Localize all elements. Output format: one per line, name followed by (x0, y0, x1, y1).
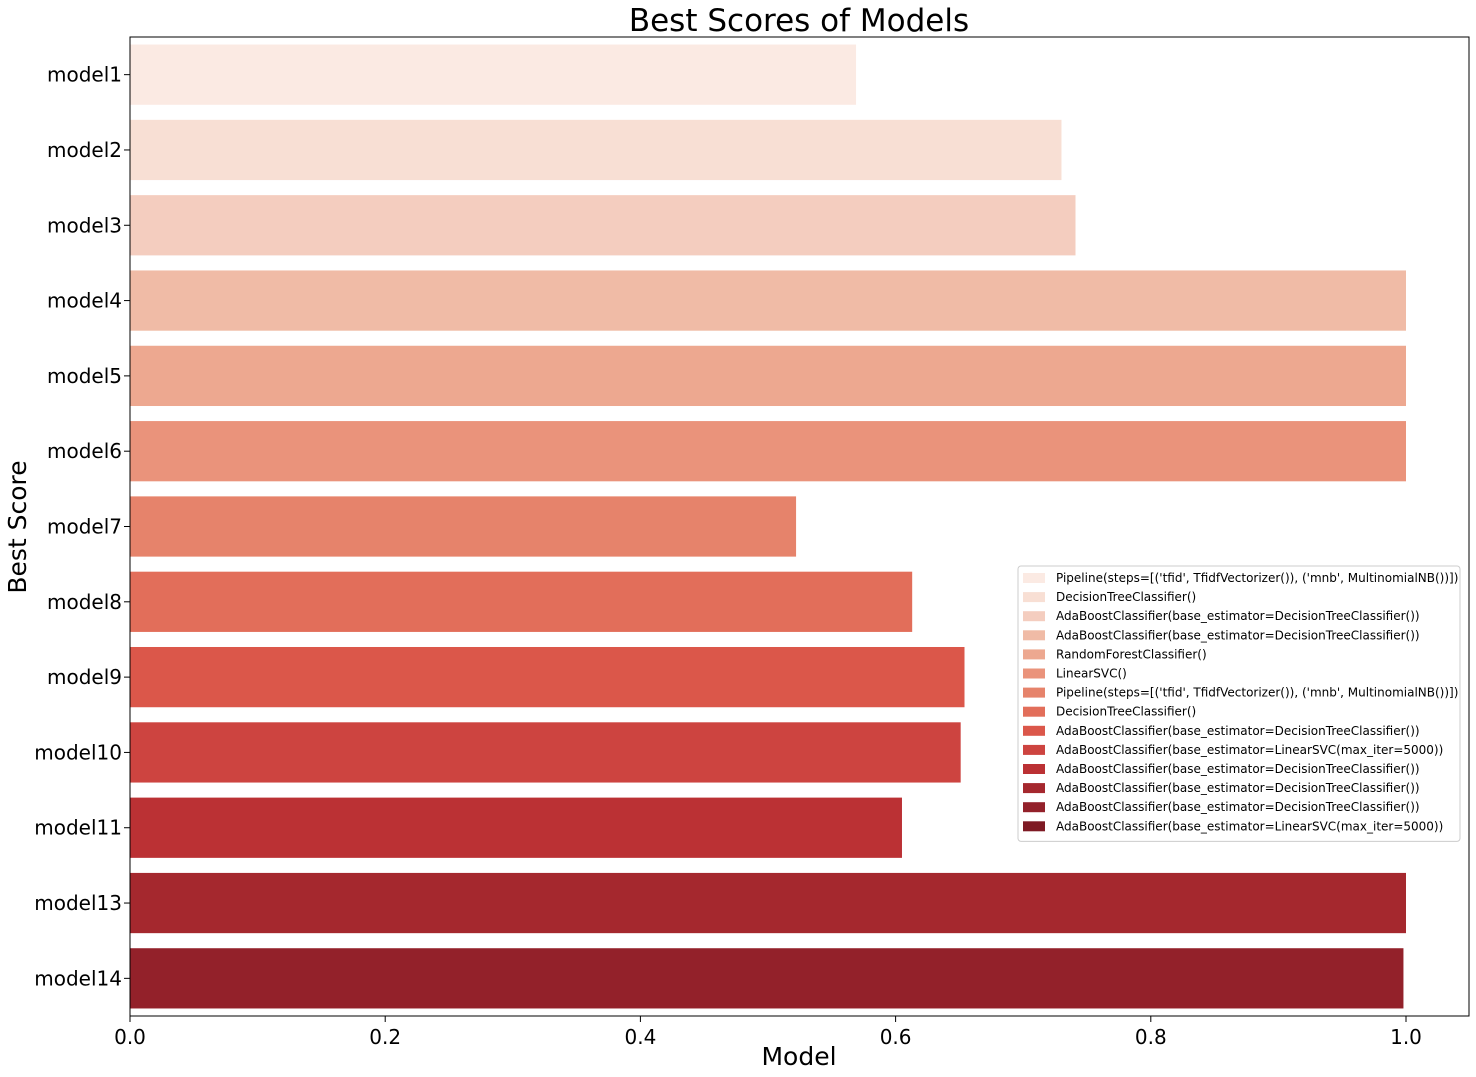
legend-label: AdaBoostClassifier(base_estimator=Decisi… (1056, 609, 1420, 623)
legend-swatch (1023, 630, 1045, 640)
legend-swatch (1023, 573, 1045, 583)
legend-swatch (1023, 764, 1045, 774)
legend-label: AdaBoostClassifier(base_estimator=Decisi… (1056, 781, 1420, 795)
legend-label: LinearSVC() (1056, 667, 1127, 681)
y-tick-label: model8 (47, 590, 122, 614)
bar-model7 (130, 496, 796, 556)
y-tick-label: model5 (47, 364, 122, 388)
legend-swatch (1023, 611, 1045, 621)
legend-label: DecisionTreeClassifier() (1056, 590, 1196, 604)
legend-swatch (1023, 649, 1045, 659)
legend-label: AdaBoostClassifier(base_estimator=Decisi… (1056, 762, 1420, 776)
x-tick-label: 0.4 (624, 1025, 656, 1049)
legend-label: DecisionTreeClassifier() (1056, 705, 1196, 719)
legend: Pipeline(steps=[('tfid', TfidfVectorizer… (1018, 566, 1460, 841)
bar-model14 (130, 948, 1403, 1008)
bar-model8 (130, 572, 912, 632)
y-tick-label: model2 (47, 138, 122, 162)
legend-label: Pipeline(steps=[('tfid', TfidfVectorizer… (1056, 686, 1458, 700)
legend-swatch (1023, 669, 1045, 679)
chart-title: Best Scores of Models (629, 3, 969, 39)
x-tick-label: 0.2 (369, 1025, 401, 1049)
bar-model10 (130, 722, 961, 782)
x-tick-label: 0.0 (114, 1025, 146, 1049)
bar-model9 (130, 647, 965, 707)
x-tick-label: 0.8 (1135, 1025, 1167, 1049)
legend-swatch (1023, 745, 1045, 755)
legend-swatch (1023, 707, 1045, 717)
legend-label: RandomForestClassifier() (1056, 647, 1207, 661)
bars-layer (130, 45, 1406, 1009)
y-tick-label: model4 (47, 289, 122, 313)
y-tick-label: model11 (34, 816, 122, 840)
y-tick-label: model9 (47, 665, 122, 689)
x-tick-label: 1.0 (1390, 1025, 1422, 1049)
legend-label: AdaBoostClassifier(base_estimator=Decisi… (1056, 800, 1420, 814)
bar-model1 (130, 45, 856, 105)
bar-model11 (130, 798, 902, 858)
legend-swatch (1023, 688, 1045, 698)
y-tick-label: model14 (34, 966, 122, 990)
x-tick-label: 0.6 (880, 1025, 912, 1049)
legend-label: AdaBoostClassifier(base_estimator=Decisi… (1056, 628, 1420, 642)
legend-label: AdaBoostClassifier(base_estimator=Decisi… (1056, 724, 1420, 738)
bar-model4 (130, 270, 1406, 330)
legend-swatch (1023, 592, 1045, 602)
bar-model2 (130, 120, 1061, 180)
bar-model13 (130, 873, 1406, 933)
y-axis: model1 model2 model3 model4 model5 model6 mode… (34, 63, 130, 991)
legend-swatch (1023, 726, 1045, 736)
bar-model6 (130, 421, 1406, 481)
legend-swatch (1023, 783, 1045, 793)
y-tick-label: model7 (47, 515, 122, 539)
y-tick-label: model1 (47, 63, 122, 87)
legend-label: AdaBoostClassifier(base_estimator=Linear… (1056, 819, 1443, 833)
legend-label: Pipeline(steps=[('tfid', TfidfVectorizer… (1056, 571, 1458, 585)
y-tick-label: model6 (47, 439, 122, 463)
y-tick-label: model10 (34, 740, 122, 764)
legend-swatch (1023, 821, 1045, 831)
bar-model5 (130, 346, 1406, 406)
y-axis-label: Best Score (3, 460, 32, 593)
x-axis-label: Model (761, 1042, 836, 1071)
legend-swatch (1023, 802, 1045, 812)
bar-model3 (130, 195, 1076, 255)
y-tick-label: model3 (47, 213, 122, 237)
y-tick-label: model13 (34, 891, 122, 915)
legend-label: AdaBoostClassifier(base_estimator=Linear… (1056, 743, 1443, 757)
